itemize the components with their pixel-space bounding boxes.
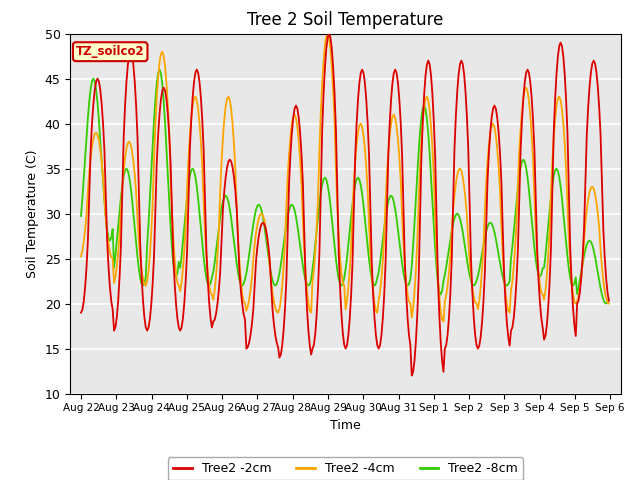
Tree2 -4cm: [77, 253, 85, 259]
Tree2 -8cm: [605, 296, 612, 302]
Tree2 -8cm: [95, 117, 103, 123]
Tree2 -2cm: [604, 289, 611, 295]
Tree2 -8cm: [350, 190, 358, 196]
Tree2 -2cm: [605, 298, 612, 303]
Tree2 -2cm: [408, 372, 415, 378]
Tree2 -8cm: [111, 253, 119, 259]
Tree2 -2cm: [111, 324, 119, 330]
Tree2 -2cm: [534, 277, 542, 283]
Tree2 -8cm: [533, 266, 541, 272]
Tree2 -8cm: [455, 212, 463, 218]
Tree2 -8cm: [602, 300, 610, 306]
Legend: Tree2 -2cm, Tree2 -4cm, Tree2 -8cm: Tree2 -2cm, Tree2 -4cm, Tree2 -8cm: [168, 457, 524, 480]
Tree2 -2cm: [456, 61, 464, 67]
Tree2 -8cm: [156, 67, 163, 72]
Y-axis label: Soil Temperature (C): Soil Temperature (C): [26, 149, 39, 278]
Tree2 -4cm: [324, 31, 332, 36]
Tree2 -4cm: [604, 300, 611, 305]
Tree2 -2cm: [325, 31, 333, 36]
Line: Tree2 -4cm: Tree2 -4cm: [81, 34, 609, 322]
Tree2 -4cm: [605, 300, 612, 306]
Tree2 -4cm: [111, 274, 119, 279]
Tree2 -4cm: [95, 138, 103, 144]
Tree2 -4cm: [440, 319, 447, 324]
X-axis label: Time: Time: [330, 419, 361, 432]
Tree2 -4cm: [534, 269, 542, 275]
Text: TZ_soilco2: TZ_soilco2: [76, 45, 145, 58]
Line: Tree2 -8cm: Tree2 -8cm: [81, 70, 609, 303]
Tree2 -2cm: [350, 206, 358, 212]
Tree2 -2cm: [95, 79, 103, 84]
Line: Tree2 -2cm: Tree2 -2cm: [81, 34, 609, 375]
Tree2 -2cm: [77, 310, 85, 315]
Title: Tree 2 Soil Temperature: Tree 2 Soil Temperature: [248, 11, 444, 29]
Tree2 -4cm: [350, 180, 358, 185]
Tree2 -8cm: [77, 213, 85, 219]
Tree2 -4cm: [456, 166, 464, 171]
Tree2 -8cm: [604, 300, 611, 305]
